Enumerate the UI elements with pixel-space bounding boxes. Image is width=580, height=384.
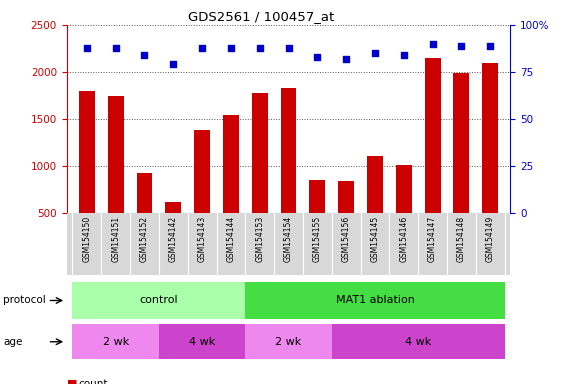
Point: [342, 56, 351, 62]
Text: 4 wk: 4 wk: [189, 337, 215, 347]
Text: 2 wk: 2 wk: [276, 337, 302, 347]
Bar: [136, 173, 153, 260]
Text: GSM154151: GSM154151: [111, 216, 120, 262]
Point: [169, 61, 178, 68]
Point: [284, 45, 293, 51]
Text: GSM154148: GSM154148: [457, 216, 466, 262]
Point: [428, 41, 437, 47]
Bar: [454, 73, 469, 260]
Bar: [425, 58, 441, 260]
Text: GSM154146: GSM154146: [399, 216, 408, 262]
Text: MAT1 ablation: MAT1 ablation: [336, 295, 415, 306]
Point: [255, 45, 264, 51]
Point: [140, 52, 149, 58]
Point: [313, 54, 322, 60]
Text: GSM154145: GSM154145: [371, 216, 379, 262]
Bar: [194, 130, 210, 260]
Point: [399, 52, 408, 58]
Point: [371, 50, 380, 56]
Bar: [79, 91, 95, 260]
Bar: [338, 181, 354, 260]
Text: GSM154150: GSM154150: [82, 216, 92, 262]
Text: GSM154153: GSM154153: [255, 216, 264, 262]
Text: GSM154155: GSM154155: [313, 216, 322, 262]
Bar: [396, 165, 412, 260]
Text: protocol: protocol: [3, 295, 46, 306]
Text: age: age: [3, 337, 22, 347]
Text: GSM154149: GSM154149: [485, 216, 495, 262]
Point: [197, 45, 206, 51]
Text: count: count: [78, 379, 108, 384]
Text: GSM154152: GSM154152: [140, 216, 149, 262]
Point: [226, 45, 235, 51]
Bar: [165, 202, 181, 260]
Bar: [310, 180, 325, 260]
Bar: [281, 88, 296, 260]
Text: 2 wk: 2 wk: [103, 337, 129, 347]
Bar: [108, 96, 124, 260]
Text: control: control: [140, 295, 178, 306]
Bar: [223, 115, 239, 260]
Text: GSM154142: GSM154142: [169, 216, 178, 262]
Bar: [483, 63, 498, 260]
Text: GSM154143: GSM154143: [198, 216, 206, 262]
Text: GDS2561 / 100457_at: GDS2561 / 100457_at: [188, 10, 334, 23]
Text: GSM154156: GSM154156: [342, 216, 351, 262]
Text: GSM154154: GSM154154: [284, 216, 293, 262]
Bar: [367, 156, 383, 260]
Text: 4 wk: 4 wk: [405, 337, 432, 347]
Point: [457, 43, 466, 49]
Text: ■: ■: [67, 379, 77, 384]
Bar: [252, 93, 267, 260]
Text: GSM154144: GSM154144: [226, 216, 235, 262]
Point: [485, 43, 495, 49]
Point: [82, 45, 92, 51]
Text: GSM154147: GSM154147: [428, 216, 437, 262]
Point: [111, 45, 120, 51]
